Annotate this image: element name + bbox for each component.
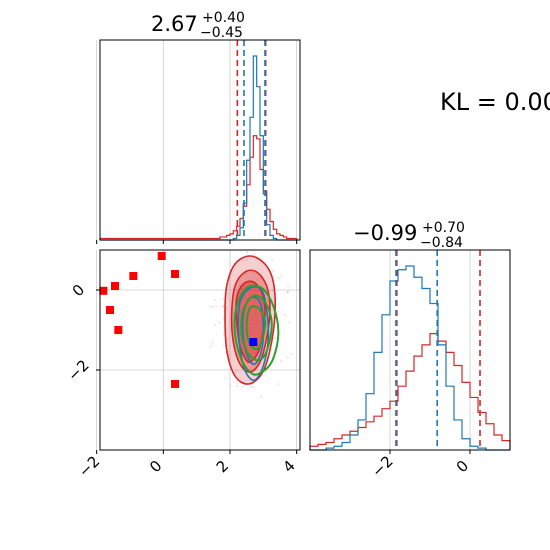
scatter-point bbox=[256, 278, 259, 281]
scatter-point bbox=[280, 359, 283, 362]
param2-title-value: −0.99 bbox=[353, 221, 417, 245]
scatter-point bbox=[260, 395, 263, 398]
scatter-point bbox=[222, 344, 225, 347]
scatter-point bbox=[226, 337, 229, 340]
scatter-point bbox=[228, 262, 231, 265]
scatter-point bbox=[250, 385, 252, 388]
scatter-point bbox=[266, 300, 269, 302]
x-tick-label: −2 bbox=[368, 452, 396, 480]
histogram-param2-frame bbox=[309, 249, 511, 451]
scatter-point bbox=[236, 380, 238, 383]
scatter-point bbox=[223, 333, 225, 336]
scatter-point bbox=[256, 319, 259, 322]
histogram-red-series bbox=[309, 332, 511, 450]
scatter-point bbox=[280, 275, 283, 278]
scatter-point bbox=[221, 306, 224, 309]
marker-red-square bbox=[171, 270, 179, 278]
scatter-point bbox=[239, 284, 242, 287]
param1-title: 2.67 +0.40 −0.45 bbox=[151, 10, 245, 41]
marker-red-square bbox=[171, 380, 179, 388]
scatter-point bbox=[251, 323, 254, 325]
scatter-point bbox=[287, 290, 290, 292]
contour-green bbox=[233, 284, 280, 376]
scatter-point bbox=[250, 352, 252, 355]
param2-title-plus: +0.70 bbox=[422, 220, 465, 236]
scatter-point bbox=[277, 383, 280, 386]
x-tick-label: 4 bbox=[279, 457, 298, 476]
marker-red-square bbox=[111, 282, 119, 290]
y-tick-label: −2 bbox=[64, 356, 92, 384]
histogram-param1-frame bbox=[99, 39, 301, 241]
scatter-point bbox=[222, 297, 225, 300]
contour-green bbox=[245, 305, 267, 351]
x-tick-label: 2 bbox=[213, 457, 232, 476]
scatter-point bbox=[253, 253, 256, 256]
joint-density-frame bbox=[99, 249, 301, 451]
scatter-point bbox=[209, 305, 212, 308]
marker-blue-square bbox=[249, 338, 258, 346]
scatter-point bbox=[252, 386, 255, 389]
scatter-point bbox=[246, 251, 249, 253]
marker-red-square bbox=[114, 326, 123, 334]
scatter-point bbox=[235, 289, 238, 291]
scatter-point bbox=[234, 370, 237, 373]
scatter-point bbox=[241, 386, 243, 389]
marker-red-square bbox=[129, 272, 138, 280]
histogram-param2: −2 0 bbox=[309, 249, 511, 481]
histogram-blue-series bbox=[100, 55, 297, 241]
scatter-point bbox=[271, 258, 274, 261]
param2-title: −0.99 +0.70 −0.84 bbox=[353, 220, 465, 251]
scatter-point bbox=[274, 337, 277, 339]
scatter-point bbox=[271, 290, 274, 293]
scatter-point bbox=[245, 272, 247, 275]
marker-red-square bbox=[157, 252, 166, 260]
scatter-point bbox=[278, 277, 280, 280]
scatter-point bbox=[243, 384, 246, 387]
marker-red-square bbox=[106, 306, 114, 314]
scatter-point bbox=[209, 346, 212, 349]
param1-title-minus: −0.45 bbox=[200, 25, 243, 41]
x-tick-label: 0 bbox=[146, 457, 165, 476]
scatter-point bbox=[215, 305, 218, 308]
scatter-point bbox=[229, 385, 231, 387]
param1-title-value: 2.67 bbox=[151, 12, 198, 36]
kl-annotation: KL = 0.00 bbox=[440, 88, 550, 116]
joint-density-panel: −2 0 2 4 −2 0 bbox=[64, 249, 301, 481]
marker-red-square bbox=[99, 286, 108, 295]
scatter-point bbox=[211, 305, 214, 308]
x-tick-label: 0 bbox=[453, 457, 472, 476]
scatter-point bbox=[286, 291, 289, 294]
x-tick-label: −2 bbox=[75, 452, 103, 480]
scatter-point bbox=[254, 312, 257, 315]
scatter-point bbox=[245, 259, 248, 261]
scatter-point bbox=[226, 307, 228, 310]
scatter-point bbox=[210, 343, 213, 345]
scatter-point bbox=[277, 310, 280, 313]
histogram-blue-series bbox=[310, 265, 510, 451]
scatter-point bbox=[213, 299, 216, 301]
param1-title-plus: +0.40 bbox=[202, 10, 245, 26]
scatter-point bbox=[283, 314, 286, 317]
scatter-point bbox=[239, 310, 241, 313]
scatter-point bbox=[286, 356, 289, 359]
contour-green bbox=[240, 294, 273, 362]
scatter-point bbox=[272, 270, 275, 272]
scatter-point bbox=[242, 259, 245, 262]
scatter-point bbox=[288, 321, 291, 324]
scatter-point bbox=[287, 284, 290, 287]
scatter-point bbox=[212, 341, 215, 343]
scatter-point bbox=[255, 309, 257, 312]
param2-title-minus: −0.84 bbox=[420, 235, 463, 251]
scatter-point bbox=[224, 377, 227, 379]
scatter-point bbox=[214, 324, 217, 326]
scatter-point bbox=[254, 352, 257, 355]
y-tick-label: 0 bbox=[69, 281, 88, 300]
scatter-point bbox=[236, 385, 238, 387]
scatter-point bbox=[228, 354, 231, 356]
scatter-point bbox=[218, 321, 221, 324]
scatter-point bbox=[222, 304, 225, 307]
scatter-point bbox=[290, 353, 293, 355]
histogram-param1 bbox=[96, 39, 301, 244]
